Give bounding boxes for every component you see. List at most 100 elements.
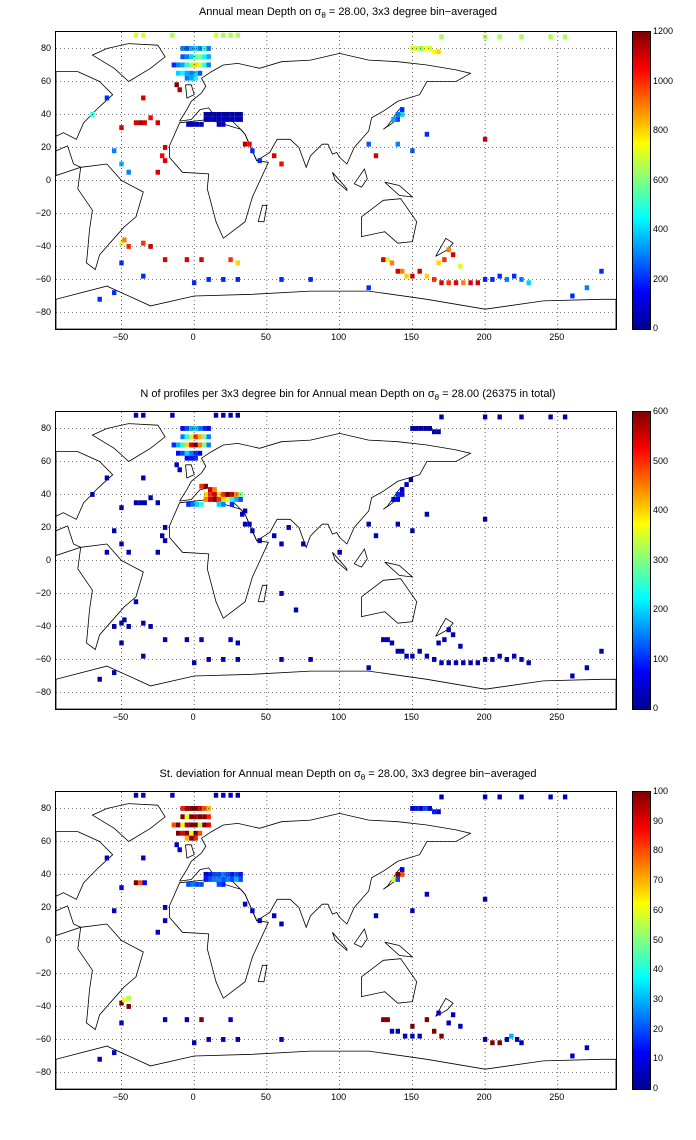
bin-cell [199,257,204,263]
coastline [185,84,195,99]
bin-cell [279,541,284,547]
bin-cell [203,872,208,877]
map-svg [56,412,616,709]
bin-cell [212,492,217,497]
bin-cell [184,814,190,820]
bin-cell [97,1056,102,1062]
bin-cell [194,501,200,507]
coastline [169,499,269,619]
bin-cell [395,117,400,122]
bin-cell [122,237,127,243]
bin-cell [192,280,197,286]
bin-cell [155,929,160,935]
coastlines [56,803,616,1089]
bin-cell [308,657,313,662]
bin-cell [203,877,208,882]
bin-cell [385,637,390,643]
bin-cell [203,483,208,489]
bin-cell [180,450,185,456]
bin-cell [112,290,117,296]
bin-cell [436,809,441,815]
bin-cell [432,657,437,662]
bin-cell [141,273,146,279]
bin-cell [293,607,299,613]
bin-cell [177,467,182,473]
bin-cell [184,637,190,643]
y-tick-label: 80 [40,422,51,433]
bin-cell [497,34,502,40]
bin-cell [410,148,415,154]
bin-cell [206,54,211,60]
bin-cell [235,412,240,418]
bin-cell [184,450,190,456]
coastline [384,561,414,578]
coastline [169,879,269,999]
bin-cell [584,285,590,291]
bin-cell [238,877,243,882]
bin-cell [385,1017,390,1023]
bin-cell [427,426,432,431]
panel-3-map[interactable] [55,791,617,1090]
colorbar-tick-label: 0 [653,703,659,713]
bin-cell [228,1017,233,1023]
coastline [169,119,269,239]
bin-cell [250,528,255,534]
bin-cell [458,263,463,269]
bin-cell [184,46,190,51]
bin-cell [216,492,222,497]
bin-cell [162,158,168,164]
bin-cell [142,500,147,506]
bin-cell [189,46,194,51]
bin-cells [97,792,590,1062]
bin-cell [142,880,147,886]
bin-cell [174,82,179,88]
bin-cell [216,497,222,502]
bin-cell [404,273,409,279]
coastline [332,172,348,192]
bin-cell [468,660,473,666]
map-svg [56,32,616,329]
bin-cells [90,32,604,302]
bin-cell [206,814,211,820]
panel-1-map[interactable] [55,31,617,330]
bin-cell [193,455,198,461]
bin-cell [279,591,284,596]
bin-cell [162,637,168,643]
bin-cell [193,450,198,456]
bin-cell [526,280,531,286]
bin-cell [206,442,211,448]
bin-cell [225,492,230,497]
panel-2-map[interactable] [55,411,617,710]
bin-cell [225,872,230,877]
bin-cell [395,877,400,882]
bin-cell [385,257,390,263]
bin-cell [250,908,255,914]
bin-cell [180,70,185,76]
x-tick-label: −50 [112,712,129,722]
bin-cell [584,1045,590,1051]
colorbar-tick-label: 300 [653,554,669,565]
bin-cell [257,538,262,544]
bin-cell [424,273,430,279]
y-tick-label: 20 [40,521,51,532]
y-tick-label: −80 [35,686,51,697]
bin-cell [228,412,233,418]
bin-cell [404,482,409,487]
bin-cell [279,921,284,927]
bin-cell [432,809,437,815]
bin-cell [461,660,466,666]
bin-cell [570,673,575,679]
colorbar-tick-label: 1200 [653,26,674,36]
coastline [384,941,414,958]
bin-cell [133,599,139,605]
bin-cell [197,62,203,68]
bin-cell [199,121,204,127]
y-tick-label: 20 [40,141,51,152]
bin-cell [126,169,131,175]
bin-cell [221,277,226,282]
bin-cell [221,657,226,662]
bin-cell [160,153,165,159]
bin-cell [192,1040,197,1046]
bin-cell [122,997,127,1003]
x-tick-label: −50 [112,1092,129,1102]
